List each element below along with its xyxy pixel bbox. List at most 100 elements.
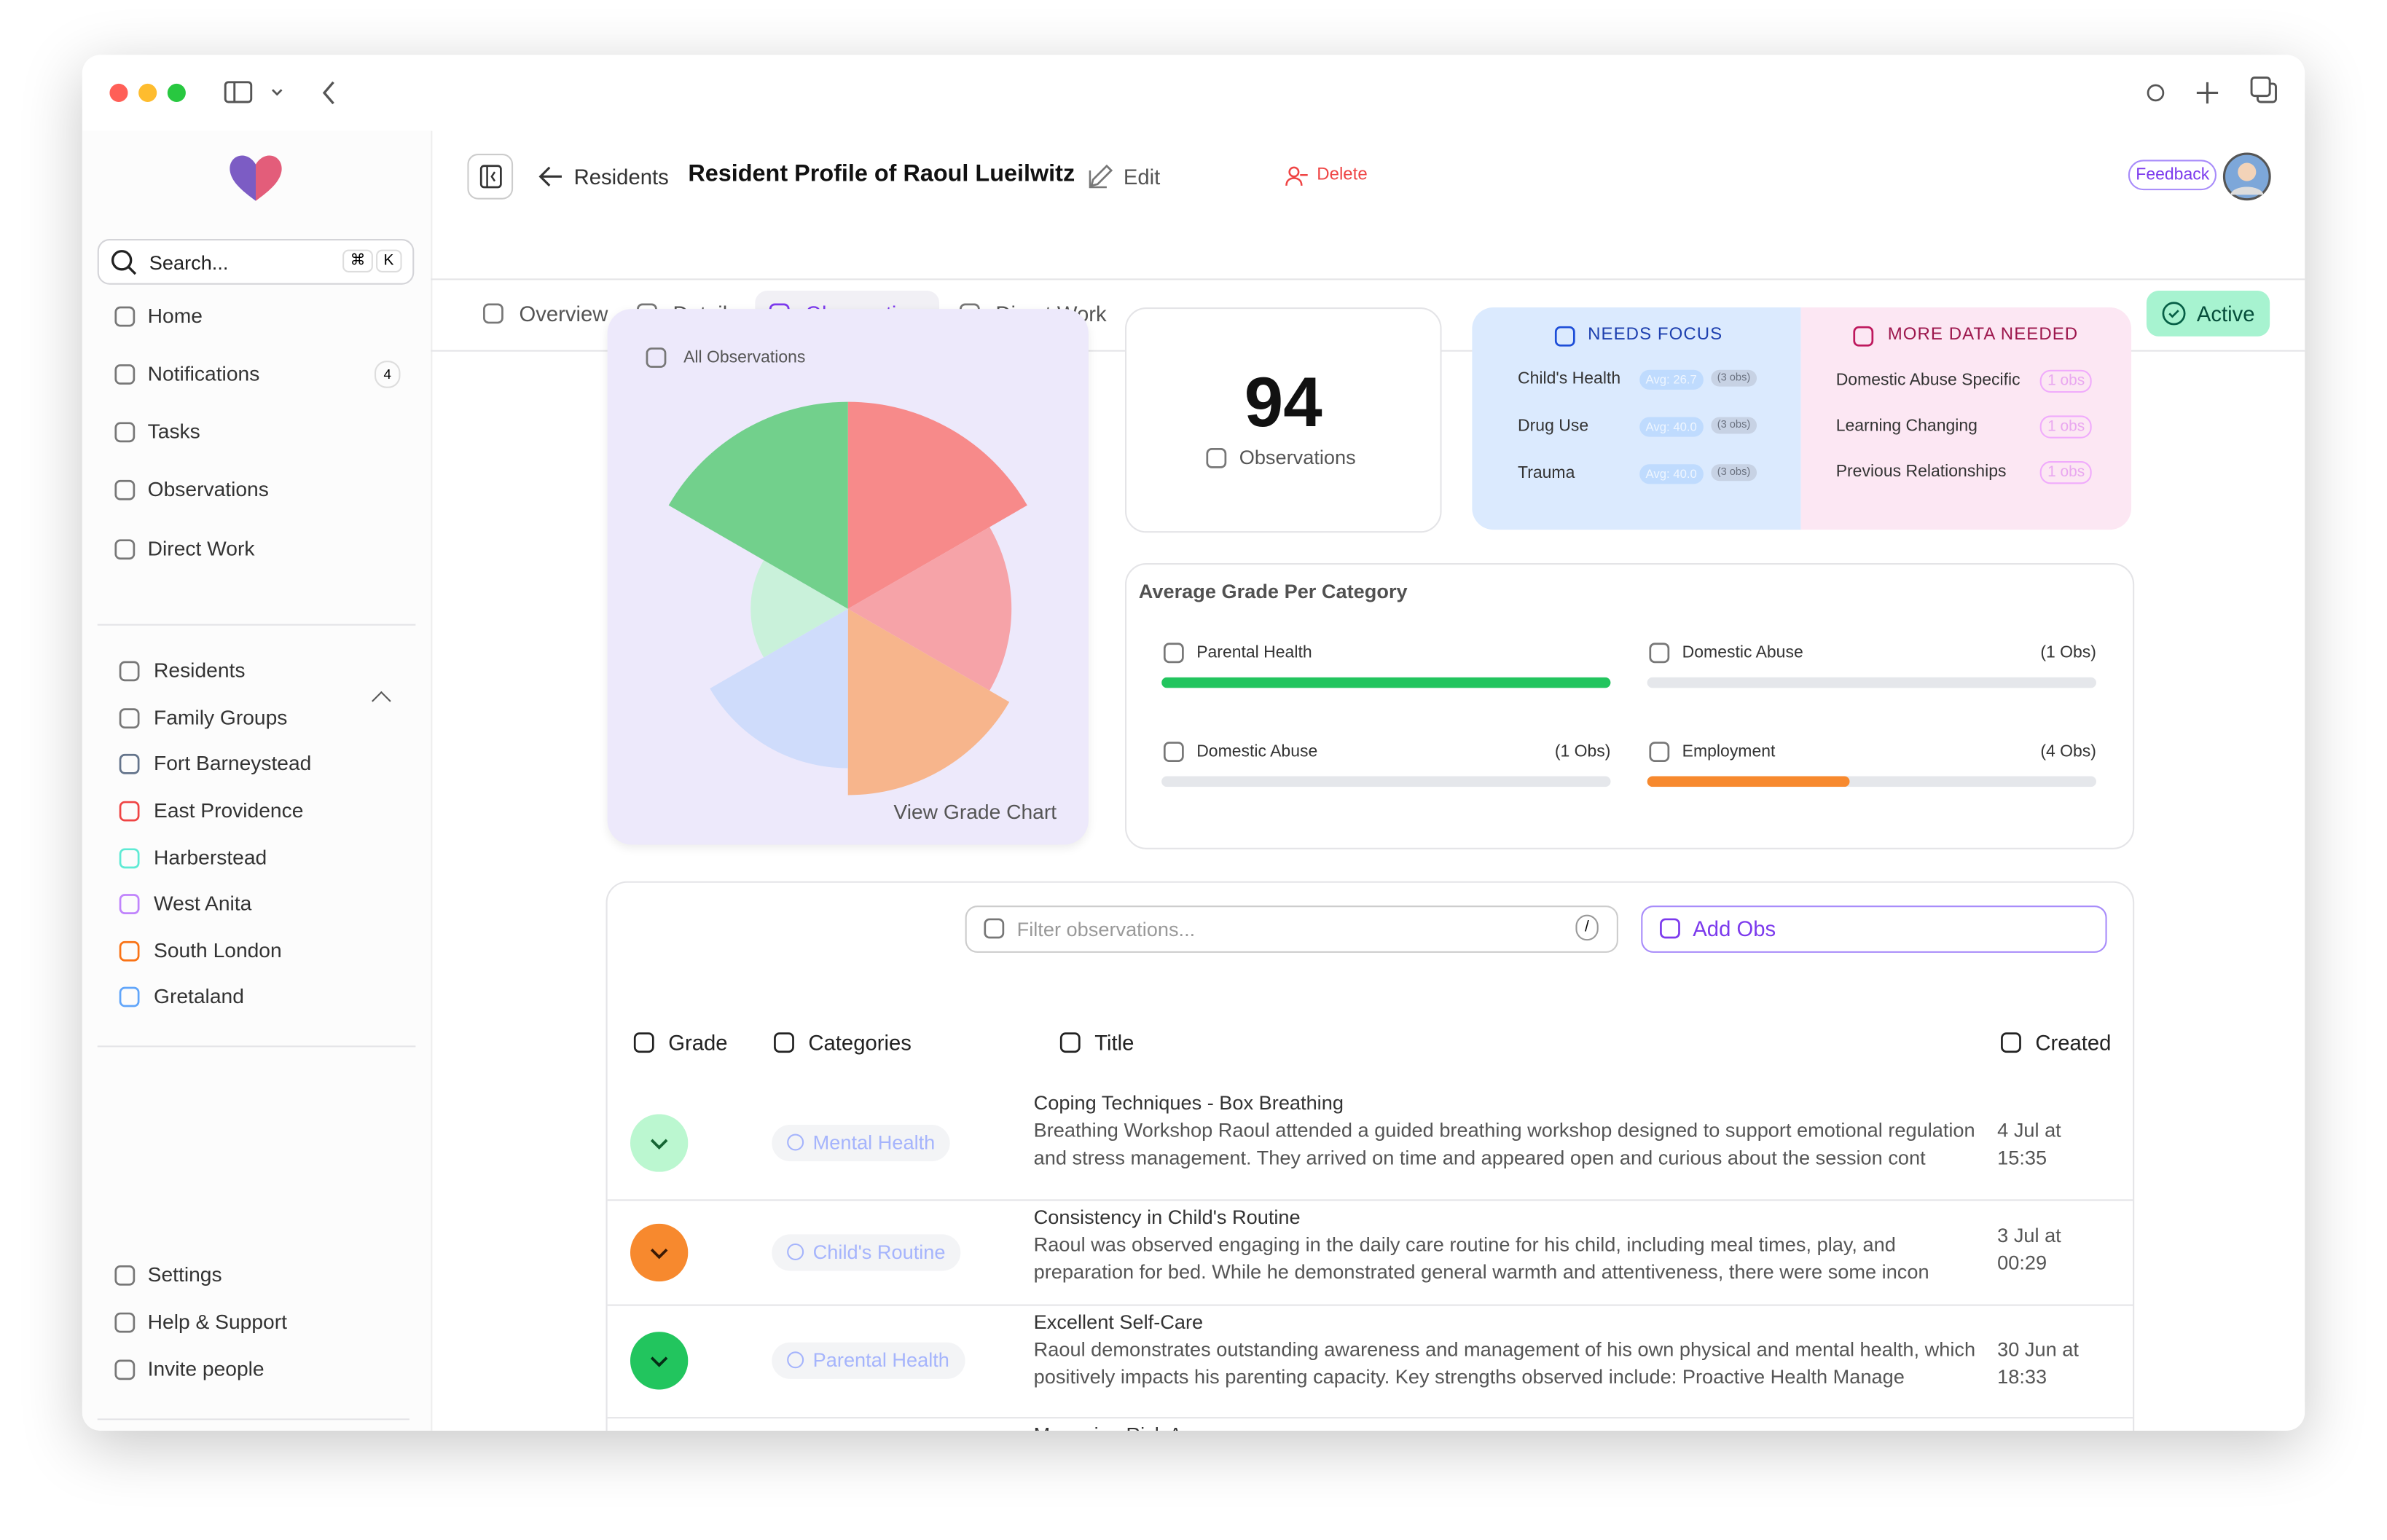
- footer-item[interactable]: Help & Support: [147, 1310, 287, 1334]
- avg-grade-title: Average Grade Per Category: [1138, 580, 1408, 603]
- nav-item[interactable]: Direct Work: [147, 537, 255, 560]
- row-text: Coping Techniques - Box Breathing Breathi…: [1034, 1090, 1981, 1199]
- add-obs-label: Add Obs: [1693, 916, 1776, 941]
- group-item[interactable]: South London: [154, 939, 282, 962]
- group-item[interactable]: West Anita: [154, 892, 252, 915]
- feedback-button[interactable]: Feedback: [2128, 160, 2217, 191]
- icon: [1163, 643, 1184, 664]
- focus-obs: (3 obs): [1711, 369, 1757, 387]
- category-label: Parental Health: [812, 1348, 949, 1372]
- icon-shape: [114, 1265, 136, 1286]
- filter-placeholder: Filter observations...: [1016, 917, 1196, 941]
- category-pill: Mental Health: [772, 1123, 951, 1161]
- column-header[interactable]: Title: [1094, 1030, 1134, 1055]
- icon: [1554, 326, 1575, 347]
- icon-shape: [114, 1359, 136, 1380]
- tab[interactable]: Overview: [519, 301, 608, 326]
- window: Search... ⌘ K Home Notifications 4 Tasks Obs…: [82, 55, 2305, 1431]
- icon: [114, 1312, 136, 1333]
- focus-avg: Avg: 40.0: [1639, 464, 1704, 484]
- icon-shape: [633, 1032, 654, 1053]
- nav-item[interactable]: Observations: [147, 478, 269, 501]
- grade-button[interactable]: [630, 1332, 689, 1390]
- chart-link[interactable]: View Grade Chart: [893, 800, 1057, 824]
- group-item[interactable]: Residents: [154, 659, 246, 683]
- polar-wedge: [847, 608, 1010, 795]
- avg-grade-count: (1 Obs): [1554, 742, 1611, 761]
- title-bar: [109, 76, 2277, 105]
- shortcut-key: K: [376, 249, 401, 272]
- group-item[interactable]: Fort Barneystead: [154, 752, 312, 775]
- needs-focus-title: NEEDS FOCUS: [1588, 326, 1723, 345]
- grade-circle: [630, 1113, 689, 1171]
- icon-shape: [984, 918, 1005, 939]
- category-dot: [787, 1242, 804, 1260]
- polar-wedge: [847, 401, 1027, 609]
- polar-wedge: [668, 401, 848, 609]
- back-link[interactable]: Residents: [573, 164, 669, 189]
- icon: [119, 753, 140, 774]
- filter-key: /: [1575, 914, 1599, 941]
- icon: [119, 708, 140, 729]
- grade-button[interactable]: [630, 1113, 689, 1171]
- category-dot: [787, 1351, 804, 1369]
- group-item[interactable]: Harberstead: [154, 846, 267, 869]
- divider: [97, 1045, 416, 1048]
- filter-input[interactable]: Filter observations... /: [965, 905, 1618, 953]
- search-box[interactable]: Search... ⌘ K: [97, 239, 415, 285]
- add-obs-button[interactable]: Add Obs: [1641, 905, 2107, 953]
- icon: [114, 364, 136, 385]
- progress-track: [1647, 776, 2096, 787]
- observations-table: Filter observations... / Add Obs Grade Categ…: [605, 881, 2135, 1431]
- column-header[interactable]: Categories: [808, 1030, 912, 1055]
- footer-item[interactable]: Settings: [147, 1263, 222, 1286]
- row-created: 4 Jul at 15:35: [1997, 1118, 2061, 1169]
- divider: [97, 624, 416, 626]
- back-arrow: [538, 166, 562, 187]
- icon-shape: [1853, 326, 1874, 347]
- icon-shape: [1059, 1032, 1081, 1053]
- avg-grade-name: Domestic Abuse: [1196, 742, 1318, 761]
- delete-button[interactable]: Delete: [1317, 165, 1368, 184]
- icon: [114, 1359, 136, 1380]
- column-header[interactable]: Grade: [668, 1030, 728, 1055]
- nav-item[interactable]: Tasks: [147, 420, 200, 443]
- focus-item: Child's Health: [1518, 369, 1621, 388]
- row-text: Managing Risk Awareness: [1034, 1421, 1981, 1430]
- divider: [97, 1418, 410, 1421]
- nav-badge: 4: [374, 361, 401, 388]
- group-item[interactable]: Gretaland: [154, 984, 244, 1008]
- polar-chart: [668, 401, 1027, 795]
- icon-shape: [1660, 918, 1680, 939]
- nav-item[interactable]: Notifications: [147, 362, 260, 385]
- icon-shape: [1554, 326, 1575, 347]
- icon-shape: [114, 422, 136, 443]
- column-header[interactable]: Created: [2035, 1030, 2112, 1055]
- progress-fill: [1647, 776, 1849, 787]
- icon-shape: [114, 479, 136, 500]
- row-title: Excellent Self-Care: [1033, 1310, 1204, 1334]
- icon-shape: [119, 986, 140, 1007]
- progress-track: [1161, 776, 1611, 787]
- group-item[interactable]: Family Groups: [154, 706, 288, 729]
- shortcut-key: ⌘: [342, 249, 373, 272]
- nav-item[interactable]: Home: [147, 304, 203, 328]
- group-item[interactable]: East Providence: [154, 798, 304, 822]
- footer-item[interactable]: Invite people: [147, 1357, 264, 1380]
- grade-button[interactable]: [630, 1222, 689, 1281]
- focus-avg: Avg: 40.0: [1639, 417, 1704, 437]
- count-card: 94 Observations: [1124, 307, 1442, 533]
- collapse-button[interactable]: [467, 154, 514, 200]
- search-placeholder: Search...: [149, 251, 229, 275]
- category-pill: Parental Health: [772, 1342, 965, 1379]
- edit-icon: [1089, 164, 1113, 189]
- edit-button[interactable]: Edit: [1123, 164, 1161, 189]
- status-badge[interactable]: Active: [2146, 291, 2270, 337]
- icon: [2001, 1032, 2021, 1053]
- row-text: Consistency in Child's Routine Raoul was …: [1034, 1204, 1981, 1305]
- icon: [119, 940, 140, 962]
- icon: [1206, 447, 1227, 468]
- avatar[interactable]: [2222, 152, 2271, 201]
- page-title: Resident Profile of Raoul Lueilwitz: [688, 161, 1075, 187]
